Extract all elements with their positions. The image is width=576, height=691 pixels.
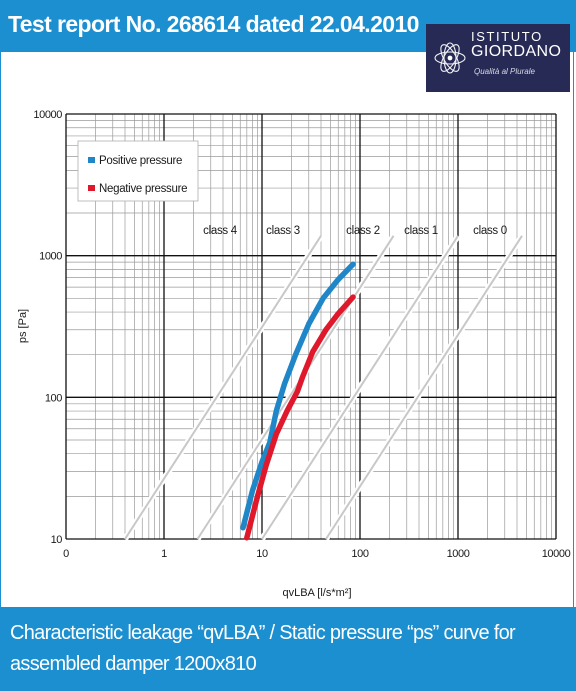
x-tick-label: 10000 — [542, 548, 571, 560]
x-axis-label: qvLBA [l/s*m²] — [282, 587, 351, 599]
logo-tagline: Qualità al Plurale — [474, 67, 535, 76]
legend: Positive pressure Negative pressure — [77, 140, 199, 202]
x-tick-labels: 0 1 10 100 1000 10000 — [63, 548, 571, 560]
legend-box — [77, 140, 199, 202]
class-boundary-line — [196, 235, 395, 540]
legend-swatch-negative — [88, 185, 95, 191]
y-tick-label: 10000 — [33, 109, 62, 121]
y-tick-label: 10 — [51, 534, 63, 546]
logo-text-istituto: ISTITUTO — [471, 29, 543, 44]
class-label: class 1 — [404, 225, 438, 237]
x-tick-label: 100 — [351, 548, 368, 560]
chart-caption: Characteristic leakage “qvLBA” / Static … — [10, 622, 516, 675]
logo-text-giordano: GIORDANO — [471, 43, 562, 60]
class-labels: class 4 class 3 class 2 class 1 class 0 — [203, 225, 507, 237]
data-series — [240, 261, 356, 541]
report-title: Test report No. 268614 dated 22.04.2010 — [8, 11, 419, 37]
x-tick-label: 1 — [161, 548, 167, 560]
legend-label-positive: Positive pressure — [99, 155, 182, 167]
leakage-chart: class 4 class 3 class 2 class 1 class 0 0 1 10… — [17, 109, 571, 599]
header-bar: Test report No. 268614 dated 22.04.2010 — [0, 0, 576, 52]
y-tick-label: 1000 — [39, 251, 62, 263]
class-boundary-line — [325, 235, 523, 540]
footer-bar: Characteristic leakage “qvLBA” / Static … — [0, 607, 576, 691]
class-boundary-lines — [122, 234, 525, 541]
legend-label-negative: Negative pressure — [99, 183, 187, 195]
class-label: class 0 — [473, 225, 507, 237]
y-tick-label: 100 — [45, 392, 62, 404]
atom-emblem-icon — [434, 42, 466, 74]
class-boundary-line — [124, 235, 322, 540]
x-tick-label: 10 — [256, 548, 268, 560]
istituto-giordano-logo: ISTITUTO GIORDANO Qualità al Plurale — [426, 24, 570, 92]
series-line-positive — [240, 261, 356, 531]
class-label: class 2 — [346, 225, 380, 237]
y-tick-labels: 10 100 1000 10000 — [33, 109, 62, 546]
class-boundary-line — [261, 235, 459, 540]
major-gridlines — [65, 113, 557, 540]
legend-swatch-positive — [88, 157, 95, 163]
class-label: class 3 — [266, 225, 300, 237]
series-line-negative — [244, 294, 356, 541]
x-tick-label: 0 — [63, 548, 69, 560]
x-tick-label: 1000 — [447, 548, 470, 560]
y-axis-label: ps [Pa] — [17, 309, 29, 343]
class-label: class 4 — [203, 225, 238, 237]
